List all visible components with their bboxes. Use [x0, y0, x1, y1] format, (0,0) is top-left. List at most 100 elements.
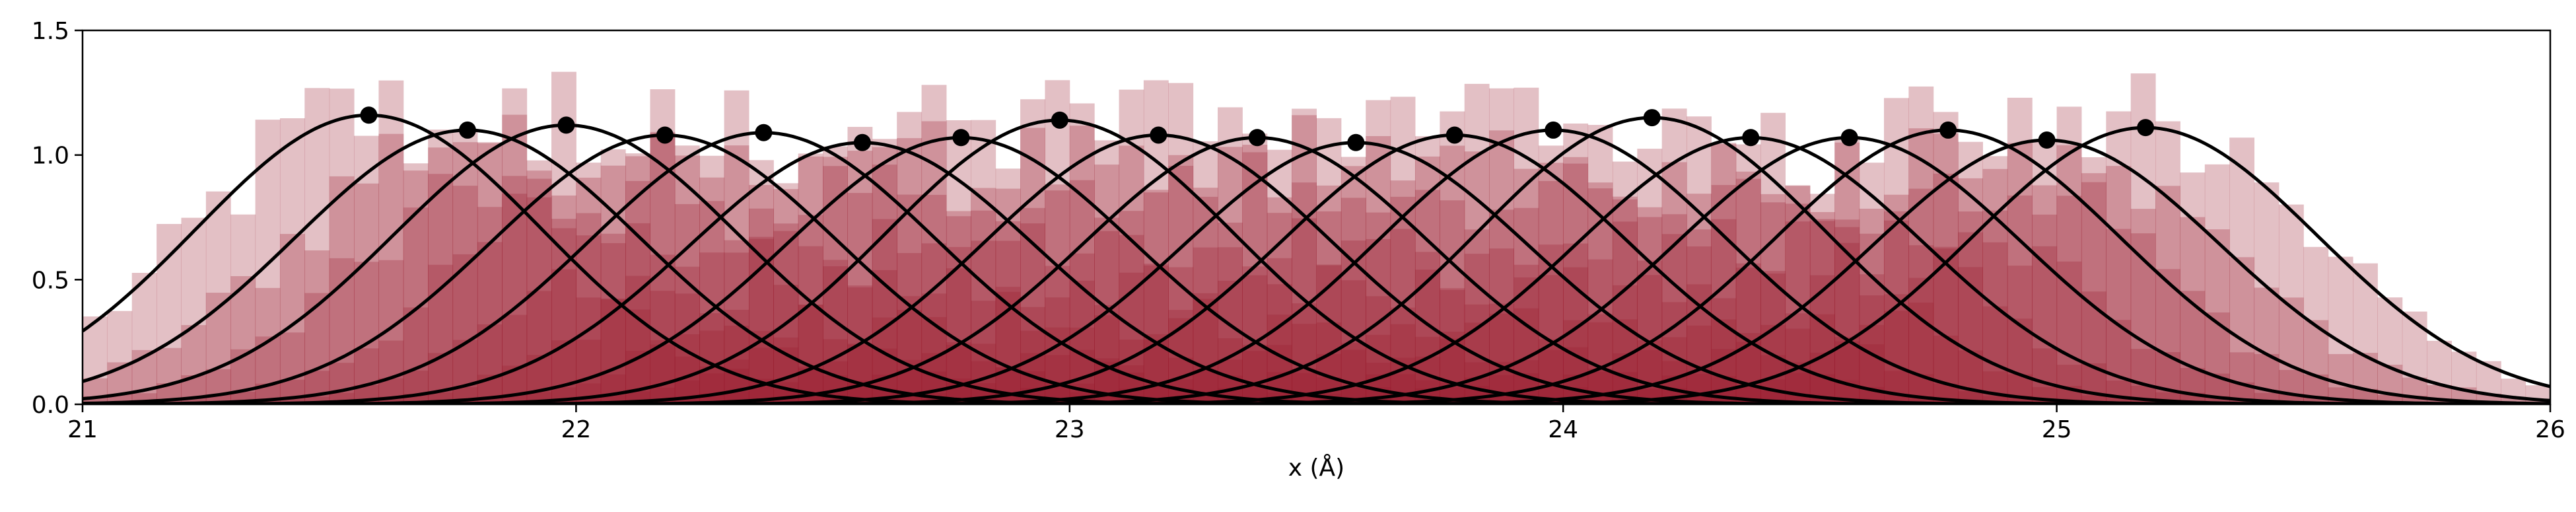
histogram-bar — [1242, 399, 1268, 404]
y-tick-label: 0.5 — [32, 267, 69, 294]
histogram-bar — [2130, 233, 2156, 404]
histogram-bar — [1859, 208, 1885, 404]
histogram-bar — [2402, 311, 2427, 404]
histogram-bar — [872, 219, 897, 404]
histogram-bar — [1908, 86, 1934, 404]
histogram-bar — [1587, 125, 1613, 404]
histogram-bar — [1242, 344, 1268, 404]
histogram-bar — [1637, 349, 1663, 404]
histogram-bar — [378, 80, 404, 404]
histogram-bar — [1711, 397, 1737, 404]
histogram-bar — [995, 240, 1021, 404]
histogram-bar — [1933, 336, 1959, 404]
histogram-bar — [1390, 307, 1416, 404]
histogram-bar — [502, 314, 528, 404]
histogram-bar — [551, 195, 576, 404]
histogram-bar — [773, 189, 799, 404]
histogram-bar — [1884, 311, 1909, 404]
histogram-bar — [304, 88, 330, 404]
histogram-bar — [1143, 190, 1169, 404]
histogram-bar — [748, 184, 774, 404]
histogram-bar — [748, 160, 774, 404]
histogram-series-8 — [477, 80, 1638, 404]
histogram-bar — [1489, 130, 1514, 404]
histogram-bar — [477, 324, 503, 404]
histogram-bar — [2353, 263, 2378, 404]
histogram-bar — [576, 383, 602, 404]
histogram-bar — [1538, 163, 1564, 404]
histogram-bar — [2032, 185, 2058, 404]
peak-marker-14 — [1643, 109, 1661, 127]
histogram-bar — [847, 193, 873, 404]
histogram-bar — [1563, 163, 1589, 404]
histogram-bar — [1366, 135, 1391, 404]
histogram-bar — [1958, 267, 1983, 404]
histogram-bar — [2254, 353, 2280, 404]
histogram-bar — [2328, 353, 2353, 404]
histogram-bar — [1292, 115, 1317, 404]
histogram-bar — [2032, 399, 2058, 404]
histogram-bar — [2402, 377, 2427, 404]
histogram-bar — [1045, 355, 1070, 404]
histogram-bar — [2303, 396, 2329, 404]
histogram-bar — [1020, 207, 1045, 404]
gaussian-curve-4 — [83, 133, 1391, 404]
histogram-bar — [650, 344, 676, 404]
peak-marker-1 — [360, 106, 378, 124]
histogram-bar — [1069, 180, 1095, 404]
histogram-bar — [2229, 257, 2255, 404]
gaussian-curve-19 — [1420, 126, 2550, 404]
histogram-bar — [1612, 285, 1638, 404]
x-tick-label: 23 — [1055, 416, 1085, 443]
histogram-bar — [304, 396, 330, 404]
histogram-bar — [403, 371, 429, 404]
histogram-bar — [1489, 248, 1514, 404]
peak-marker-9 — [1150, 126, 1167, 144]
histogram-bar — [526, 291, 552, 404]
histogram-bar — [1094, 315, 1120, 404]
histogram-bar — [1045, 190, 1070, 404]
histogram-bar — [1711, 298, 1737, 404]
histogram-bar — [1958, 350, 1983, 404]
histogram-bar — [1687, 229, 1712, 404]
peak-marker-18 — [2038, 131, 2056, 149]
histogram-bar — [502, 114, 528, 404]
histogram-bar — [1958, 141, 1983, 404]
histogram-bar — [1267, 197, 1292, 404]
histogram-bar — [2278, 369, 2304, 404]
histogram-bar — [921, 293, 947, 404]
gaussian-curve-17 — [1222, 128, 2550, 404]
histogram-bar — [1218, 338, 1243, 404]
histogram-bar — [1834, 142, 1860, 404]
histogram-bar — [1193, 370, 1218, 404]
histogram-bar — [798, 305, 823, 404]
histogram-bar — [279, 118, 305, 404]
histogram-bar — [1193, 247, 1218, 404]
histogram-bar — [2056, 196, 2082, 404]
histogram-bar — [1612, 199, 1638, 404]
histogram-bar — [181, 325, 207, 404]
histogram-bar — [1538, 181, 1564, 404]
histogram-bar — [2525, 399, 2550, 404]
histogram-bar — [897, 112, 922, 404]
histogram-bar — [1760, 274, 1786, 404]
histogram-bar — [1119, 272, 1144, 404]
y-tick-label: 0.0 — [32, 392, 69, 419]
histogram-bar — [1218, 280, 1243, 404]
histogram-bar — [748, 208, 774, 404]
gaussian-curves — [83, 113, 2550, 404]
y-axis-ticks: 0.0 0.5 1.0 1.5 — [32, 18, 83, 419]
histogram-bar — [576, 297, 602, 404]
histogram-bar — [724, 145, 749, 404]
histogram-bar — [157, 347, 182, 404]
histogram-bar — [1489, 303, 1514, 404]
histogram-bar — [1242, 351, 1268, 404]
histogram-bar — [2229, 352, 2255, 404]
histogram-series-16 — [1267, 98, 2427, 404]
histogram-bar — [1489, 375, 1514, 404]
histogram-bar — [576, 340, 602, 404]
histogram-bar — [2106, 381, 2132, 404]
histogram-bar — [1489, 313, 1514, 404]
histogram-bar — [798, 305, 823, 404]
histogram-bar — [1884, 371, 1909, 404]
